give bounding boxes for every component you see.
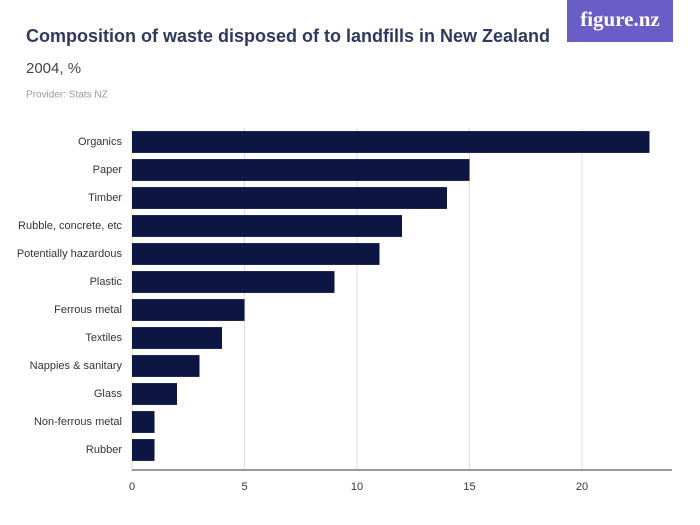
- bar: [132, 243, 380, 265]
- y-tick-label: Glass: [94, 388, 123, 400]
- bar: [132, 411, 155, 433]
- bar: [132, 327, 222, 349]
- bar: [132, 215, 402, 237]
- bar: [132, 131, 650, 153]
- bar: [132, 355, 200, 377]
- x-tick-label: 10: [351, 481, 363, 493]
- bar: [132, 271, 335, 293]
- logo: figure.nz: [580, 7, 660, 31]
- chart-subtitle: 2004, %: [26, 60, 81, 77]
- y-tick-label: Potentially hazardous: [17, 248, 123, 260]
- y-tick-label: Textiles: [85, 332, 122, 344]
- logo-box: [567, 0, 673, 42]
- y-tick-label: Ferrous metal: [54, 304, 122, 316]
- chart-title: Composition of waste disposed of to land…: [26, 26, 550, 46]
- y-tick-label: Paper: [93, 164, 123, 176]
- bar: [132, 299, 245, 321]
- y-tick-label: Rubble, concrete, etc: [18, 220, 122, 232]
- bar: [132, 383, 177, 405]
- x-tick-label: 15: [463, 481, 475, 493]
- y-tick-label: Timber: [88, 192, 122, 204]
- bar: [132, 159, 470, 181]
- x-tick-label: 5: [241, 481, 247, 493]
- y-tick-label: Organics: [78, 136, 123, 148]
- bar: [132, 187, 447, 209]
- bar: [132, 439, 155, 461]
- y-tick-label: Nappies & sanitary: [30, 360, 123, 372]
- y-tick-label: Non-ferrous metal: [34, 416, 122, 428]
- y-tick-label: Plastic: [90, 276, 123, 288]
- provider: Provider: Stats NZ: [26, 90, 108, 101]
- x-tick-label: 0: [129, 481, 135, 493]
- x-tick-label: 20: [576, 481, 588, 493]
- y-tick-label: Rubber: [86, 444, 122, 456]
